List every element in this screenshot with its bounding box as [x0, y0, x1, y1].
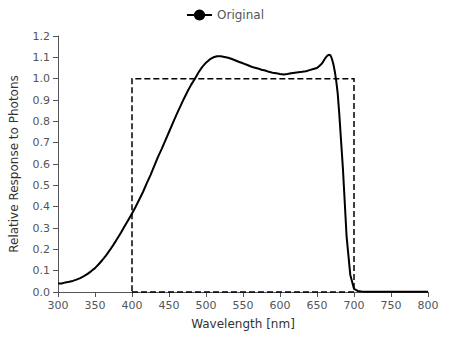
svg-text:0.5: 0.5: [33, 179, 51, 192]
svg-text:1.1: 1.1: [33, 51, 51, 64]
svg-text:550: 550: [233, 299, 254, 312]
svg-text:0.1: 0.1: [33, 264, 51, 277]
svg-text:450: 450: [159, 299, 180, 312]
svg-text:400: 400: [122, 299, 143, 312]
svg-text:750: 750: [381, 299, 402, 312]
svg-text:0.8: 0.8: [33, 115, 51, 128]
svg-text:1.2: 1.2: [33, 30, 51, 43]
svg-text:0.7: 0.7: [33, 136, 51, 149]
svg-text:600: 600: [270, 299, 291, 312]
svg-text:650: 650: [307, 299, 328, 312]
svg-text:300: 300: [48, 299, 69, 312]
svg-text:Original: Original: [217, 8, 264, 22]
svg-text:0.9: 0.9: [33, 94, 51, 107]
svg-text:700: 700: [344, 299, 365, 312]
svg-text:0.3: 0.3: [33, 222, 51, 235]
svg-text:800: 800: [418, 299, 439, 312]
svg-text:Wavelength [nm]: Wavelength [nm]: [191, 317, 295, 331]
svg-text:0.0: 0.0: [33, 286, 51, 299]
svg-text:1.0: 1.0: [33, 72, 51, 85]
svg-text:0.6: 0.6: [33, 158, 51, 171]
svg-text:0.4: 0.4: [33, 200, 51, 213]
svg-text:500: 500: [196, 299, 217, 312]
svg-text:Relative Response to Photons: Relative Response to Photons: [7, 75, 21, 253]
svg-text:350: 350: [85, 299, 106, 312]
svg-text:0.2: 0.2: [33, 243, 51, 256]
